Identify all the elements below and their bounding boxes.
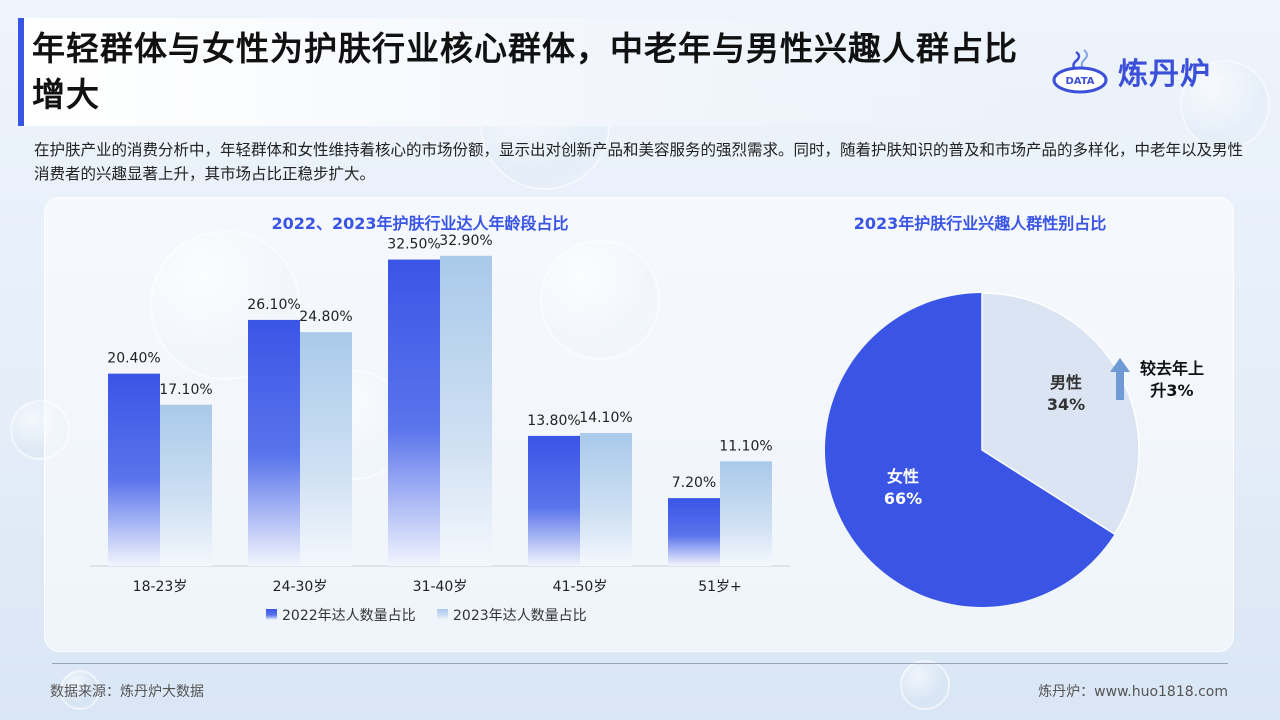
bar-data-label: 24.80% [299, 309, 352, 325]
background-bubble [60, 670, 100, 710]
bar-2022-0 [108, 373, 160, 566]
legend-label-2022: 2022年达人数量占比 [282, 608, 416, 624]
pie-chart-title: 2023年护肤行业兴趣人群性别占比 [853, 214, 1107, 233]
legend-swatch-2022 [266, 609, 277, 620]
page-description: 在护肤产业的消费分析中，年轻群体和女性维持着核心的市场份额，显示出对创新产品和美… [34, 141, 1244, 183]
x-tick-label: 41-50岁 [553, 579, 608, 595]
up-arrow-icon [1110, 358, 1130, 400]
legend-label-2023: 2023年达人数量占比 [453, 608, 587, 624]
footer-divider [52, 663, 1228, 664]
bar-2023-0 [160, 404, 212, 566]
bar-2023-3 [580, 433, 632, 566]
bar-data-label: 13.80% [527, 413, 580, 429]
footer-site: 炼丹炉：www.huo1818.com [1038, 684, 1228, 700]
bar-2022-4 [668, 498, 720, 566]
pie-label-female-name: 女性 [887, 467, 919, 486]
logo-text: 炼丹炉 [1118, 57, 1211, 92]
bar-data-label: 32.50% [387, 237, 440, 253]
background-bubble [900, 660, 950, 710]
page-title: 年轻群体与女性为护肤行业核心群体，中老年与男性兴趣人群占比增大 [32, 29, 1018, 114]
cauldron-icon: DATA [1052, 49, 1108, 94]
bar-data-label: 11.10% [719, 438, 772, 454]
pie-slice-female [824, 293, 1115, 607]
x-tick-label: 18-23岁 [133, 579, 188, 595]
bar-chart-title: 2022、2023年护肤行业达人年龄段占比 [271, 214, 569, 233]
pie-label-female-value: 66% [884, 489, 922, 508]
logo-badge: DATA [1065, 76, 1094, 87]
bar-data-label: 7.20% [672, 475, 716, 491]
bar-data-label: 32.90% [439, 233, 492, 249]
x-tick-label: 31-40岁 [413, 579, 468, 595]
pie-annotation-line1: 较去年上 [1140, 359, 1204, 378]
pie-annotation-line2: 升3% [1150, 381, 1193, 400]
bar-2023-1 [300, 332, 352, 566]
bar-data-label: 17.10% [159, 382, 212, 398]
bar-data-label: 26.10% [247, 297, 300, 313]
bar-2022-2 [388, 259, 440, 566]
bar-2023-4 [720, 461, 772, 566]
legend-swatch-2023 [437, 609, 448, 620]
bar-2022-1 [248, 319, 300, 566]
x-tick-label: 51岁+ [698, 579, 742, 595]
pie-label-male-value: 34% [1047, 395, 1085, 414]
x-tick-label: 24-30岁 [273, 579, 328, 595]
brand-logo: DATA 炼丹炉 [1052, 46, 1211, 96]
bar-2023-2 [440, 255, 492, 567]
bar-data-label: 14.10% [579, 410, 632, 426]
bar-data-label: 20.40% [107, 351, 160, 367]
background-bubble [1180, 60, 1270, 150]
title-bar [18, 18, 1018, 126]
footer-source: 数据来源：炼丹炉大数据 [50, 684, 204, 700]
bar-2022-3 [528, 435, 580, 566]
pie-label-male-name: 男性 [1050, 373, 1082, 392]
